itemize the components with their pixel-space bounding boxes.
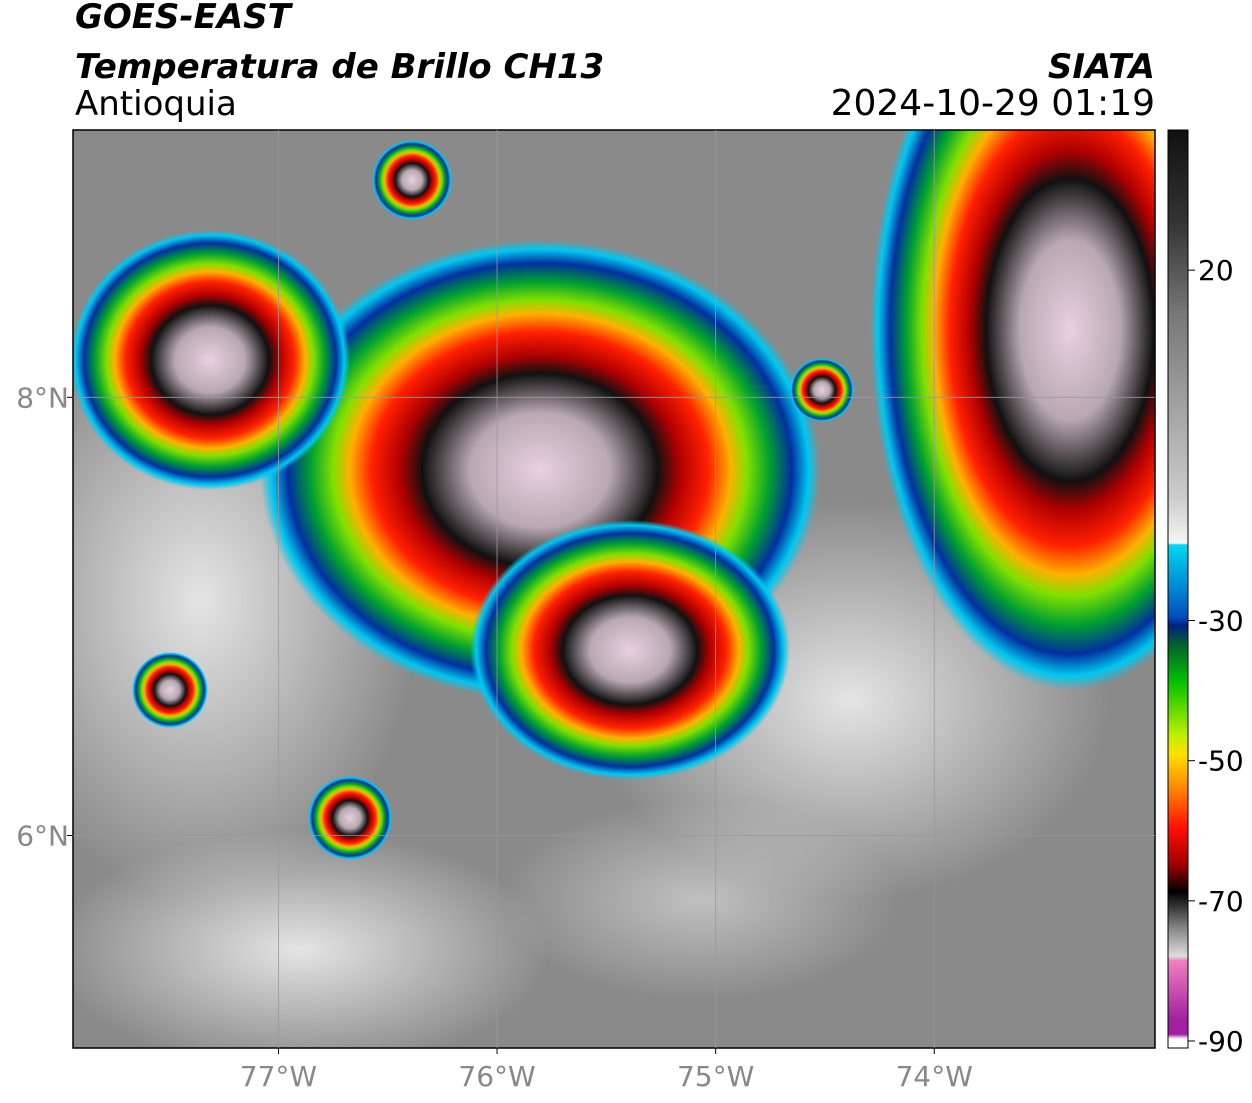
colorbar-tick-label: -70 [1198, 885, 1244, 918]
y-tick-label: 6°N [16, 819, 69, 852]
timestamp: 2024-10-29 01:19 [831, 83, 1155, 124]
colorbar-tick-label: -90 [1198, 1025, 1244, 1058]
colorbar-tick-label: -50 [1198, 745, 1244, 778]
x-tick-label: 77°W [240, 1060, 317, 1093]
x-tick-label: 75°W [677, 1060, 754, 1093]
map-image [73, 130, 1155, 1048]
x-tick-label: 76°W [458, 1060, 535, 1093]
colorbar-tick-label: -30 [1198, 605, 1244, 638]
subtitle: Temperatura de Brillo CH13 [75, 47, 604, 87]
x-tick-label: 74°W [896, 1060, 973, 1093]
region: Antioquia [75, 84, 237, 124]
source: SIATA [1048, 47, 1155, 87]
colorbar-tick-label: 20 [1198, 254, 1234, 287]
y-tick-label: 8°N [16, 381, 69, 414]
map-frame [72, 129, 1156, 1049]
colorbar [1167, 129, 1189, 1049]
title: GOES-EAST [75, 0, 294, 37]
